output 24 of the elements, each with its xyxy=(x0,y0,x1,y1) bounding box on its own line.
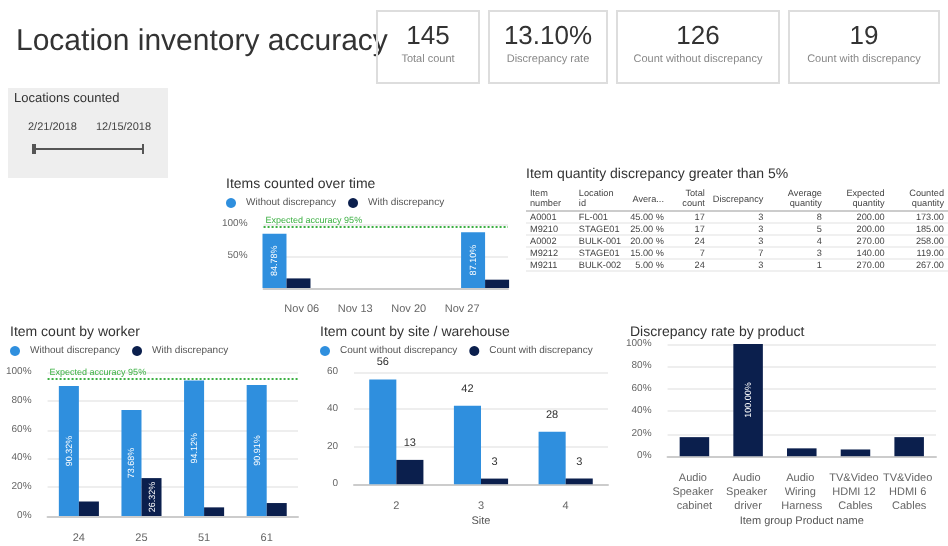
bar xyxy=(266,503,287,516)
bar xyxy=(840,449,871,457)
bar xyxy=(184,380,205,516)
bar xyxy=(121,409,142,516)
bar xyxy=(787,448,817,457)
bar xyxy=(78,501,99,516)
bar xyxy=(461,232,486,288)
bar xyxy=(369,379,397,485)
bar xyxy=(733,344,763,457)
bar xyxy=(246,385,267,516)
bar xyxy=(204,507,225,516)
bar xyxy=(679,437,710,457)
bar xyxy=(396,459,424,485)
bar xyxy=(894,437,924,457)
text: 13.10% xyxy=(503,20,593,50)
text: 126 xyxy=(676,20,720,50)
bar xyxy=(286,278,311,288)
text: 145 xyxy=(406,20,450,50)
bar xyxy=(538,431,566,485)
bar xyxy=(58,385,79,516)
bar xyxy=(453,405,481,485)
text: Location inventory accuracy xyxy=(16,24,388,58)
bar xyxy=(485,279,510,288)
text: 19 xyxy=(849,20,879,50)
